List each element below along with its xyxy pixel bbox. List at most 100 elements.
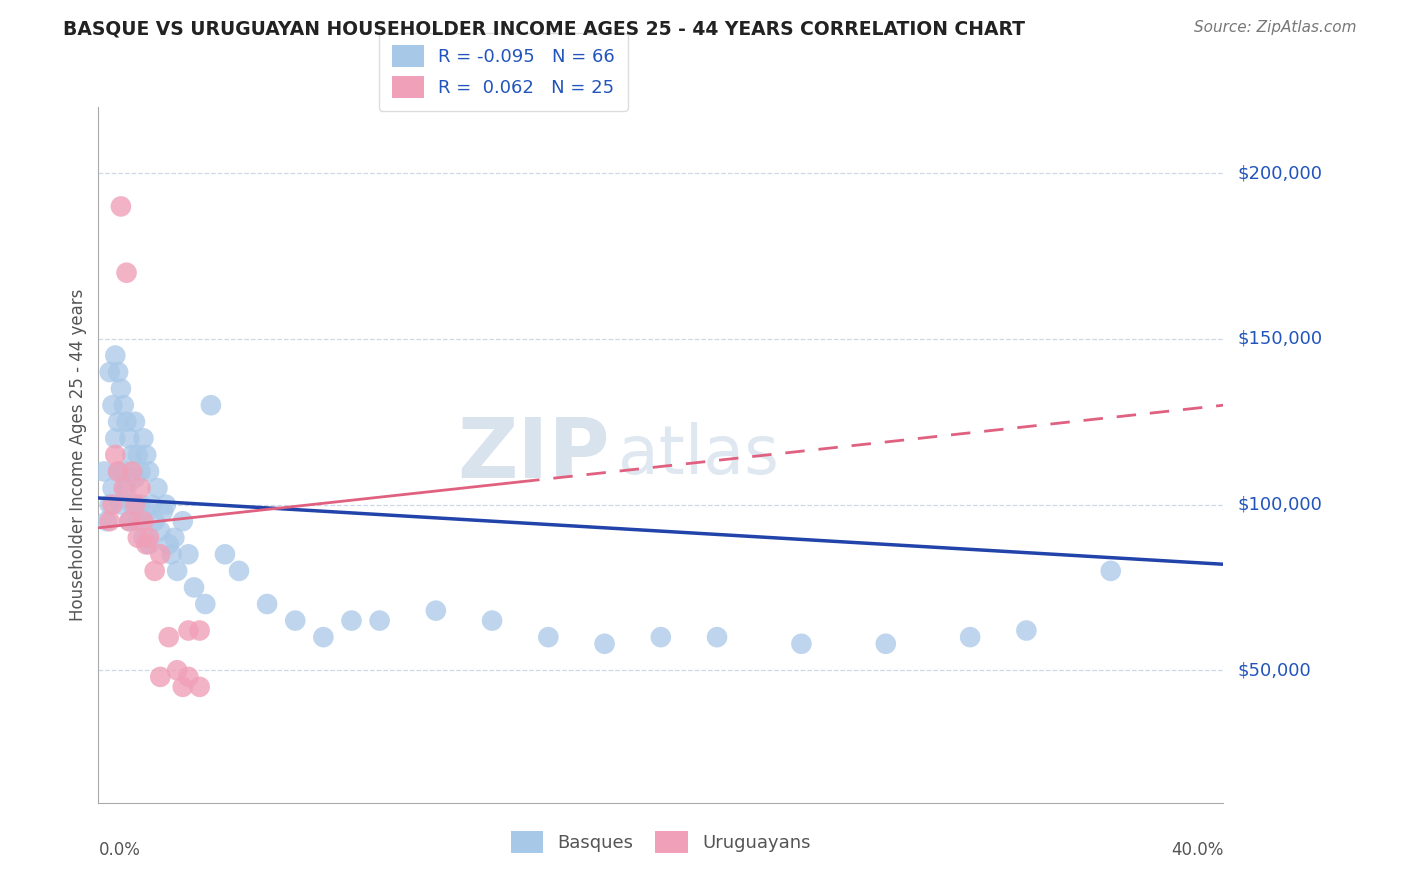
- Point: [124, 415, 146, 429]
- Legend: Basques, Uruguayans: Basques, Uruguayans: [503, 823, 818, 860]
- Point: [127, 448, 149, 462]
- Point: [481, 614, 503, 628]
- Point: [166, 564, 188, 578]
- Point: [177, 547, 200, 561]
- Point: [183, 581, 205, 595]
- Point: [132, 531, 155, 545]
- Point: [368, 614, 391, 628]
- Point: [1015, 624, 1038, 638]
- Point: [593, 637, 616, 651]
- Point: [214, 547, 236, 561]
- Point: [146, 481, 169, 495]
- Point: [98, 498, 121, 512]
- Point: [107, 465, 129, 479]
- Point: [110, 498, 132, 512]
- Point: [118, 431, 141, 445]
- Point: [790, 637, 813, 651]
- Point: [149, 547, 172, 561]
- Point: [127, 531, 149, 545]
- Point: [112, 398, 135, 412]
- Point: [312, 630, 335, 644]
- Text: $100,000: $100,000: [1237, 496, 1322, 514]
- Point: [188, 680, 211, 694]
- Point: [157, 630, 180, 644]
- Point: [157, 537, 180, 551]
- Point: [101, 481, 124, 495]
- Point: [98, 365, 121, 379]
- Point: [121, 448, 143, 462]
- Point: [121, 498, 143, 512]
- Point: [118, 514, 141, 528]
- Point: [138, 531, 160, 545]
- Text: atlas: atlas: [619, 422, 779, 488]
- Point: [118, 514, 141, 528]
- Point: [537, 630, 560, 644]
- Point: [93, 465, 115, 479]
- Point: [143, 514, 166, 528]
- Point: [177, 670, 200, 684]
- Point: [115, 415, 138, 429]
- Text: BASQUE VS URUGUAYAN HOUSEHOLDER INCOME AGES 25 - 44 YEARS CORRELATION CHART: BASQUE VS URUGUAYAN HOUSEHOLDER INCOME A…: [63, 20, 1025, 38]
- Point: [112, 481, 135, 495]
- Point: [129, 481, 152, 495]
- Text: $200,000: $200,000: [1237, 164, 1322, 182]
- Point: [107, 465, 129, 479]
- Point: [129, 498, 152, 512]
- Point: [172, 514, 194, 528]
- Point: [138, 465, 160, 479]
- Point: [115, 266, 138, 280]
- Point: [256, 597, 278, 611]
- Point: [135, 537, 157, 551]
- Text: $50,000: $50,000: [1237, 661, 1310, 680]
- Point: [166, 663, 188, 677]
- Point: [228, 564, 250, 578]
- Point: [132, 514, 155, 528]
- Point: [132, 431, 155, 445]
- Point: [124, 498, 146, 512]
- Point: [200, 398, 222, 412]
- Point: [425, 604, 447, 618]
- Point: [107, 415, 129, 429]
- Point: [104, 448, 127, 462]
- Point: [284, 614, 307, 628]
- Point: [98, 514, 121, 528]
- Point: [188, 624, 211, 638]
- Point: [959, 630, 981, 644]
- Point: [340, 614, 363, 628]
- Point: [141, 498, 163, 512]
- Point: [129, 465, 152, 479]
- Point: [155, 498, 177, 512]
- Point: [138, 537, 160, 551]
- Point: [101, 398, 124, 412]
- Point: [875, 637, 897, 651]
- Point: [115, 481, 138, 495]
- Point: [110, 199, 132, 213]
- Point: [135, 504, 157, 518]
- Point: [177, 624, 200, 638]
- Point: [110, 382, 132, 396]
- Point: [172, 680, 194, 694]
- Point: [152, 504, 174, 518]
- Text: 0.0%: 0.0%: [98, 841, 141, 859]
- Point: [127, 514, 149, 528]
- Point: [143, 564, 166, 578]
- Point: [107, 365, 129, 379]
- Text: Source: ZipAtlas.com: Source: ZipAtlas.com: [1194, 20, 1357, 35]
- Point: [121, 465, 143, 479]
- Point: [101, 498, 124, 512]
- Point: [160, 547, 183, 561]
- Text: $150,000: $150,000: [1237, 330, 1322, 348]
- Point: [149, 670, 172, 684]
- Point: [135, 448, 157, 462]
- Point: [706, 630, 728, 644]
- Point: [149, 524, 172, 538]
- Point: [650, 630, 672, 644]
- Y-axis label: Householder Income Ages 25 - 44 years: Householder Income Ages 25 - 44 years: [69, 289, 87, 621]
- Point: [1099, 564, 1122, 578]
- Point: [112, 465, 135, 479]
- Point: [104, 349, 127, 363]
- Text: 40.0%: 40.0%: [1171, 841, 1223, 859]
- Point: [104, 431, 127, 445]
- Point: [96, 514, 118, 528]
- Point: [124, 471, 146, 485]
